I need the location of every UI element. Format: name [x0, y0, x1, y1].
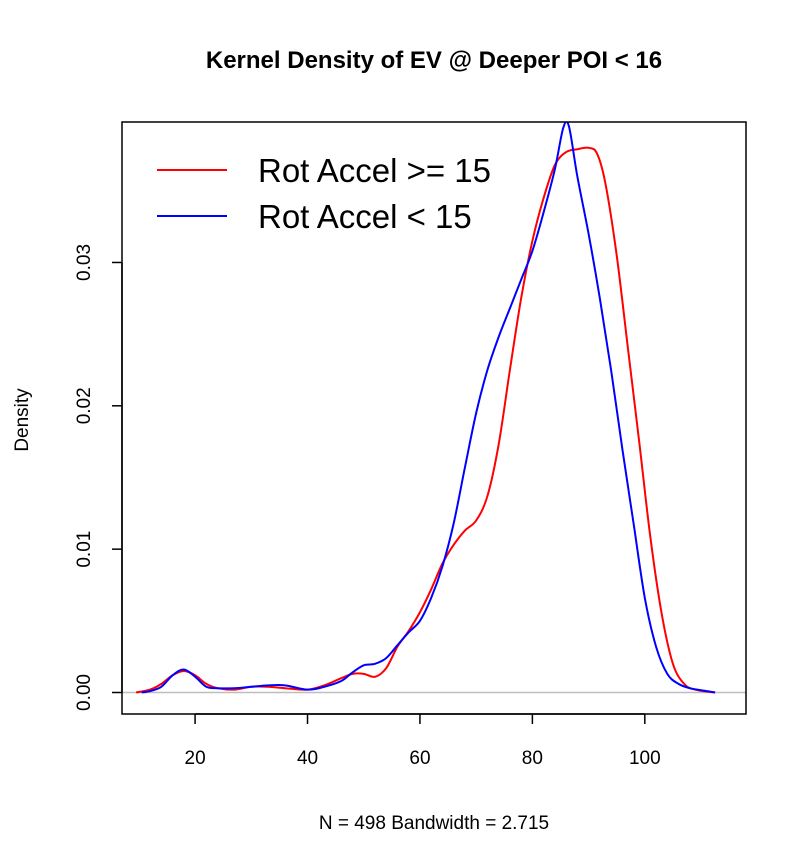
x-tick-label: 40 — [297, 748, 318, 769]
series-line-1 — [135, 146, 716, 694]
y-tick-label: 0.00 — [74, 674, 95, 711]
x-tick-label: 80 — [522, 748, 543, 769]
legend: Rot Accel >= 15 Rot Accel < 15 — [157, 152, 491, 235]
x-axis-label: N = 498 Bandwidth = 2.715 — [319, 813, 549, 834]
chart-title: Kernel Density of EV @ Deeper POI < 16 — [206, 47, 662, 74]
legend-label-1: Rot Accel >= 15 — [258, 152, 491, 189]
legend-label-2: Rot Accel < 15 — [258, 198, 472, 235]
y-axis-label: Density — [12, 388, 33, 452]
x-tick-label: 60 — [409, 748, 430, 769]
x-tick-label: 100 — [629, 748, 661, 769]
y-tick-label: 0.02 — [74, 387, 95, 424]
y-tick-label: 0.03 — [74, 244, 95, 281]
plot-area: 20 40 60 80 100 0.00 0.01 0.02 0.03 — [74, 121, 747, 769]
x-tick-label: 20 — [185, 748, 206, 769]
series-line-2 — [141, 122, 716, 694]
y-tick-label: 0.01 — [74, 531, 95, 568]
